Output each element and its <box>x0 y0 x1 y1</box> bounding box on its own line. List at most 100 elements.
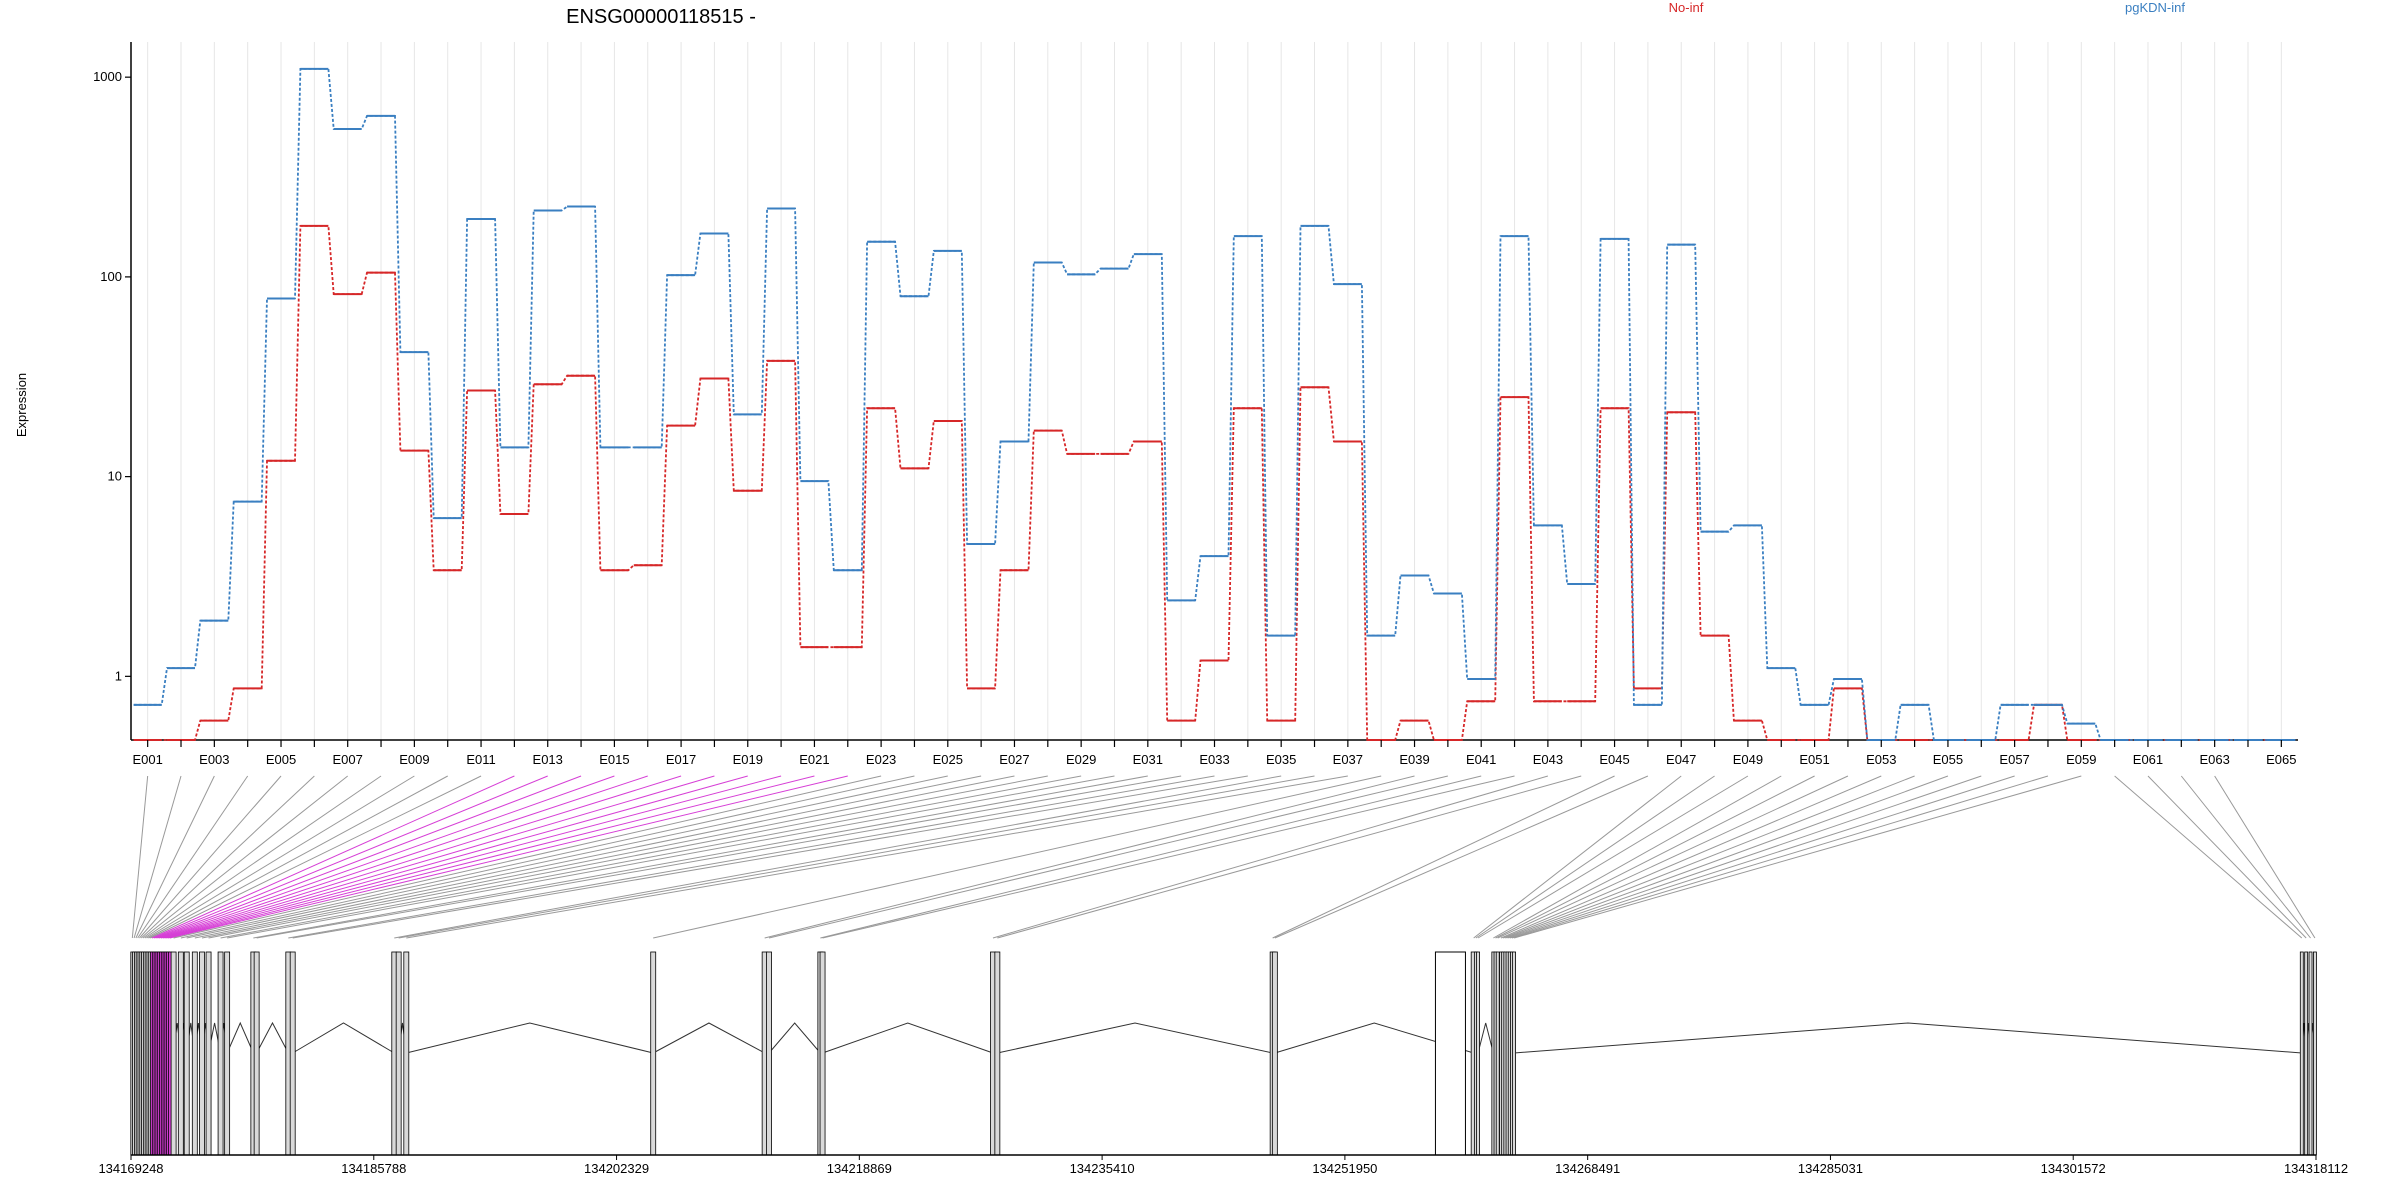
connector-line-e024 <box>180 775 915 939</box>
intron-line <box>1514 1022 2302 1054</box>
x-tick-label-e049: E049 <box>1733 752 1763 767</box>
connector-line-e014 <box>155 775 582 939</box>
intron-line <box>226 1021 254 1054</box>
axes-layer: 1 10 100 1000 <box>93 42 2298 741</box>
x-tick-label-e055: E055 <box>1933 752 1963 767</box>
x-tick-label-e053: E053 <box>1866 752 1896 767</box>
exon-box-e028 <box>205 951 212 1156</box>
exon-box-e059 <box>1512 951 1517 1156</box>
connector-line-e052 <box>1497 775 1849 939</box>
intron-line <box>768 1022 821 1054</box>
intron-line <box>997 1022 1273 1054</box>
exon-box-e042 <box>819 951 826 1156</box>
exon-box-e026 <box>191 951 198 1156</box>
x-tick-label-e043: E043 <box>1533 752 1563 767</box>
x-tick-label-e007: E007 <box>333 752 363 767</box>
intron-line <box>292 1022 395 1054</box>
connector-line-e039 <box>764 775 1415 939</box>
connector-line-e034 <box>292 775 1248 939</box>
x-tick-label-e037: E037 <box>1333 752 1363 767</box>
connector-line-e018 <box>162 775 715 939</box>
connector-line-e045 <box>1272 775 1615 939</box>
connector-line-e032 <box>256 775 1182 939</box>
connector-line-e057 <box>1509 775 2015 939</box>
intron-line <box>406 1022 654 1054</box>
coordinate-label: 134285031 <box>1798 1161 1863 1176</box>
coordinate-label: 134301572 <box>2041 1161 2106 1176</box>
x-tick-layer: E001 E003 E005 E007 E009 E011 E013 E015 E017 E019… <box>132 740 2297 767</box>
connector-line-e027 <box>201 775 1015 939</box>
intron-line <box>256 1021 289 1054</box>
coordinate-label: 134202329 <box>584 1161 649 1176</box>
connector-line-e022 <box>169 775 848 939</box>
y-tick-label: 10 <box>108 469 122 484</box>
x-tick-label-e063: E063 <box>2199 752 2229 767</box>
connector-line-e038 <box>653 775 1382 939</box>
connector-line-e060 <box>2114 775 2303 939</box>
legend-entry-no-inf: No-inf <box>1669 0 1704 15</box>
exon-block-large <box>1434 951 1466 1156</box>
connector-line-e059 <box>1513 775 2082 939</box>
exon-box-e032 <box>253 951 260 1156</box>
connector-line-e046 <box>1274 775 1649 939</box>
exon-box-e061 <box>2304 951 2309 1156</box>
coordinate-label: 134169248 <box>98 1161 163 1176</box>
connector-line-e013 <box>153 775 548 939</box>
coordinate-label: 134251950 <box>1312 1161 1377 1176</box>
connector-line-e003 <box>135 775 215 939</box>
connector-line-e008 <box>144 775 382 939</box>
y-tick-label: 1000 <box>93 69 122 84</box>
connector-line-e015 <box>157 775 615 939</box>
x-tick-label-e009: E009 <box>399 752 429 767</box>
connector-line-e006 <box>140 775 315 939</box>
connector-line-e044 <box>997 775 1582 939</box>
exon-box-e038 <box>650 951 657 1156</box>
exon-box-e044 <box>994 951 1001 1156</box>
connector-line-e053 <box>1500 775 1882 939</box>
exon-box-e029 <box>217 951 224 1156</box>
exon-box-e024 <box>177 951 184 1156</box>
x-tick-label-e029: E029 <box>1066 752 1096 767</box>
intron-line <box>1477 1022 1494 1054</box>
x-tick-label-e047: E047 <box>1666 752 1696 767</box>
x-tick-label-e039: E039 <box>1399 752 1429 767</box>
x-tick-label-e033: E033 <box>1199 752 1229 767</box>
exon-box-e030 <box>224 951 231 1156</box>
connector-line-e028 <box>208 775 1048 939</box>
connector-line-e023 <box>173 775 882 939</box>
connector-line-e036 <box>398 775 1315 939</box>
exon-box-e063 <box>2313 951 2317 1156</box>
x-tick-label-e019: E019 <box>733 752 763 767</box>
connector-line-e035 <box>394 775 1282 939</box>
connector-line-e029 <box>220 775 1082 939</box>
coordinate-label: 134218869 <box>827 1161 892 1176</box>
connector-line-e054 <box>1502 775 1915 939</box>
connector-line-e001 <box>131 775 149 939</box>
connector-line-e010 <box>148 775 448 939</box>
connector-line-e021 <box>168 775 815 939</box>
exon-box-e037 <box>403 951 410 1156</box>
connector-line-e007 <box>142 775 349 939</box>
x-tick-label-e015: E015 <box>599 752 629 767</box>
connector-line-e041 <box>820 775 1482 939</box>
connector-line-e033 <box>288 775 1215 939</box>
connector-line-e011 <box>150 775 482 939</box>
connector-line-e048 <box>1475 775 1715 939</box>
connector-line-e019 <box>164 775 748 939</box>
exon-box-e036 <box>395 951 402 1156</box>
exon-box-e027 <box>199 951 205 1156</box>
intron-line <box>652 1022 765 1054</box>
exon-box-e023 <box>170 951 177 1156</box>
connector-line-e063 <box>2214 775 2316 939</box>
x-tick-label-e051: E051 <box>1799 752 1829 767</box>
x-tick-label-e041: E041 <box>1466 752 1496 767</box>
x-tick-label-e035: E035 <box>1266 752 1296 767</box>
exon-box-e062 <box>2308 951 2313 1156</box>
x-tick-label-e005: E005 <box>266 752 296 767</box>
x-tick-label-e061: E061 <box>2133 752 2163 767</box>
exon-box-e040 <box>766 951 772 1156</box>
connector-line-e016 <box>159 775 648 939</box>
gene-model-layer <box>130 951 2317 1156</box>
exon-connector-layer <box>131 775 2316 939</box>
